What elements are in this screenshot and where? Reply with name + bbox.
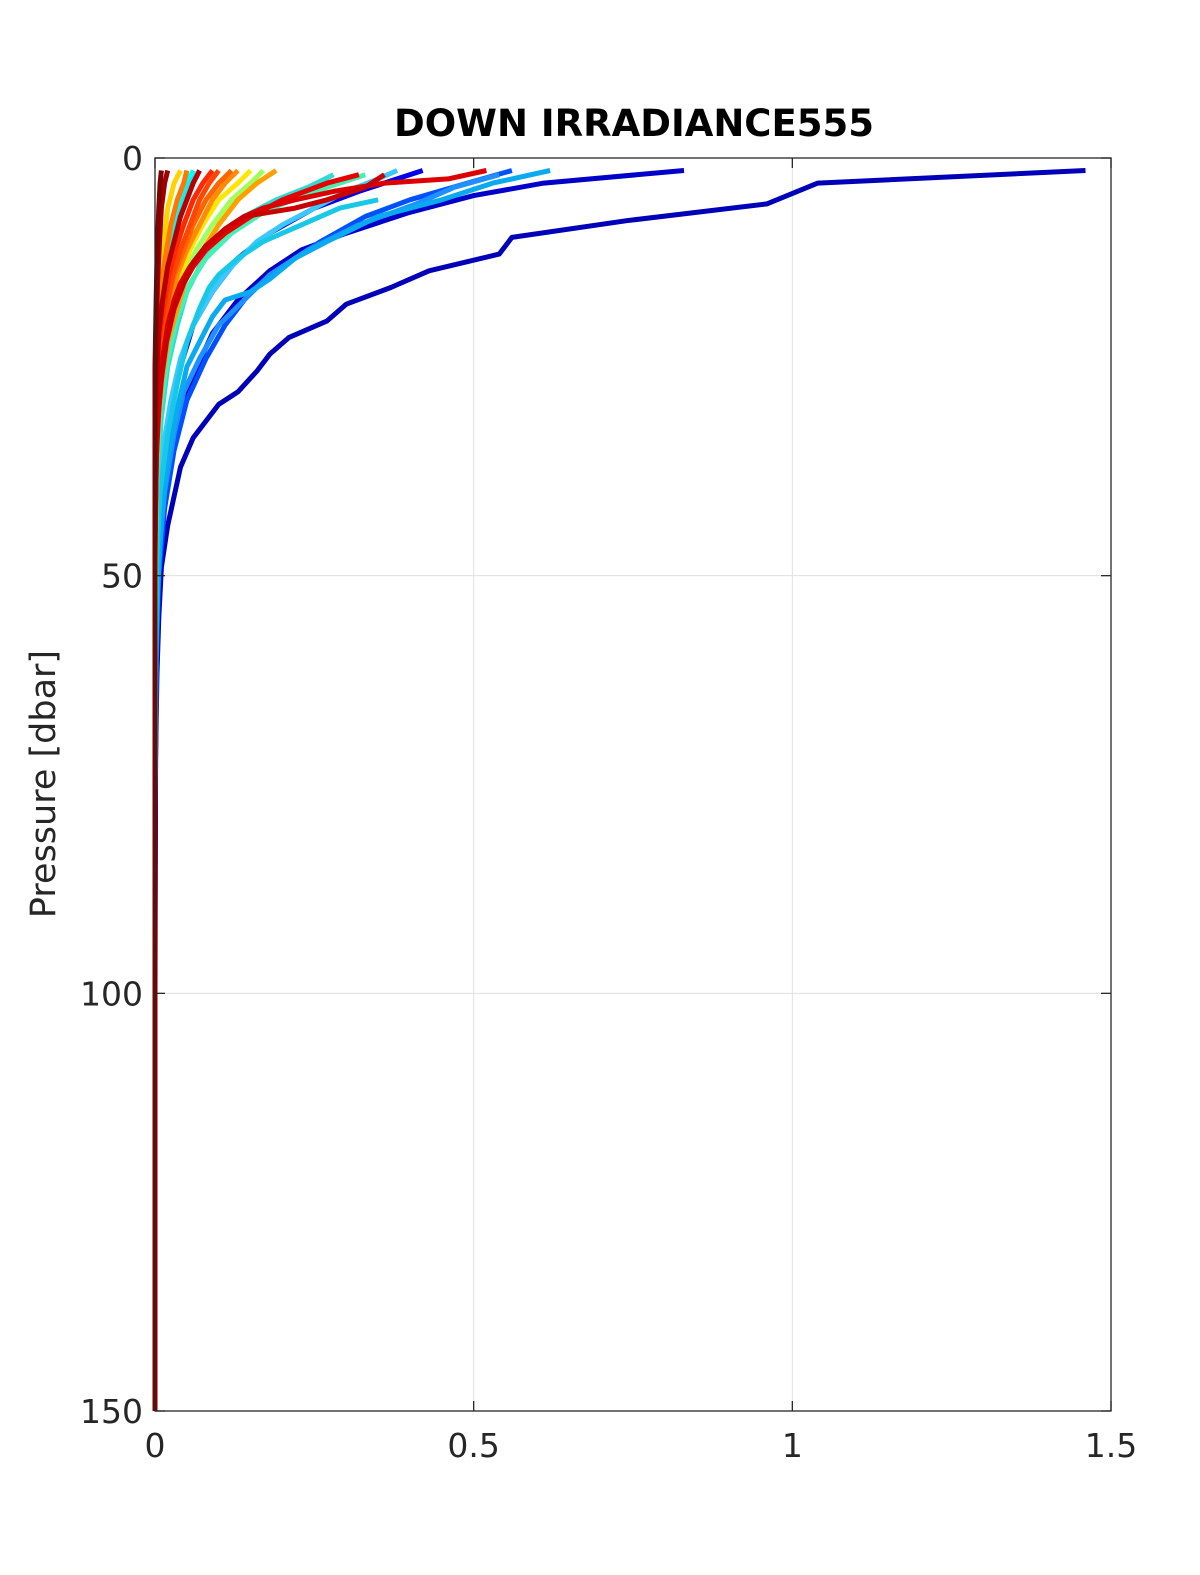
series-line-6	[152, 168, 551, 1411]
y-tick-label: 100	[80, 974, 143, 1013]
x-tick-label: 0.5	[447, 1426, 499, 1465]
grid-layer	[154, 157, 1112, 1412]
y-tick-label: 50	[101, 557, 143, 596]
y-tick-label: 150	[80, 1392, 143, 1431]
series-line-1	[152, 168, 1086, 1411]
chart-title: DOWN IRRADIANCE555	[394, 102, 874, 145]
x-tick-label: 1.5	[1085, 1426, 1137, 1465]
y-tick-label: 0	[122, 139, 143, 178]
series-line-4	[152, 168, 513, 1411]
series-line-2	[152, 168, 685, 1411]
series-line-22	[152, 172, 360, 1411]
series-line-24	[152, 172, 386, 1411]
y-axis-label: Pressure [dbar]	[24, 650, 64, 918]
x-tick-label: 0	[145, 1426, 166, 1465]
plot-frame	[154, 157, 1112, 1412]
series-line-3	[152, 168, 424, 1411]
x-tick-label: 1	[782, 1426, 803, 1465]
series-line-10	[152, 172, 367, 1411]
tick-layer: 0 0.5 1 1.5 0 50 100 150	[80, 139, 1137, 1465]
series-layer	[152, 168, 1086, 1411]
series-line-16	[152, 168, 278, 1411]
